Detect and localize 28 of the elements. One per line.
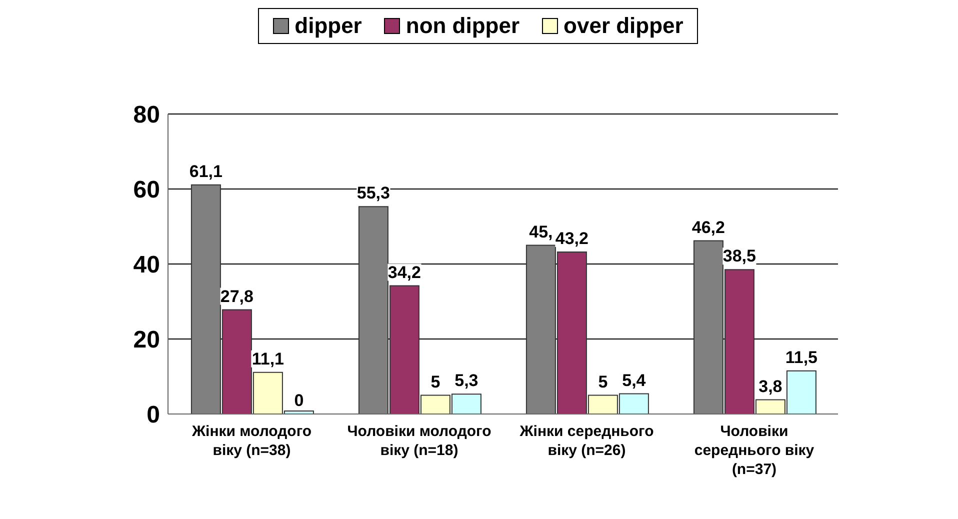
x-tick-label: Жінки молодого віку (n=38) <box>190 423 312 459</box>
data-label: 38,5 <box>722 246 756 266</box>
data-label: 11,5 <box>785 348 818 367</box>
x-tick-label: Чоловіки середнього віку (n=37) <box>694 423 815 478</box>
legend-label: over dipper <box>564 13 684 39</box>
data-label: 43,2 <box>555 229 588 248</box>
data-label: 55,3 <box>356 184 390 203</box>
legend-label: non dipper <box>406 13 520 39</box>
data-label: 34,2 <box>388 262 421 282</box>
y-tick-label: 0 <box>146 402 160 429</box>
data-label: 0 <box>294 391 304 410</box>
legend-label: dipper <box>294 13 362 39</box>
y-tick-label: 80 <box>133 102 160 129</box>
data-label: 5 <box>598 372 608 392</box>
data-label: 5,4 <box>622 370 646 390</box>
data-label: 46,2 <box>692 218 725 237</box>
data-label: 3,8 <box>758 376 782 396</box>
data-label: 5,3 <box>454 371 478 390</box>
x-tick-label: Жінки середнього віку (n=26) <box>518 423 654 459</box>
x-tick-label: Чоловіки молодого віку (n=18) <box>347 423 492 459</box>
y-tick-label: 20 <box>133 326 160 354</box>
y-tick-label: 40 <box>133 252 160 279</box>
data-label: 5 <box>430 372 440 392</box>
data-label: 27,8 <box>220 286 254 306</box>
data-label: 45, <box>529 222 553 242</box>
y-tick-label: 60 <box>133 176 160 204</box>
data-label: 61,1 <box>189 162 222 181</box>
data-label: 11,1 <box>252 349 284 368</box>
